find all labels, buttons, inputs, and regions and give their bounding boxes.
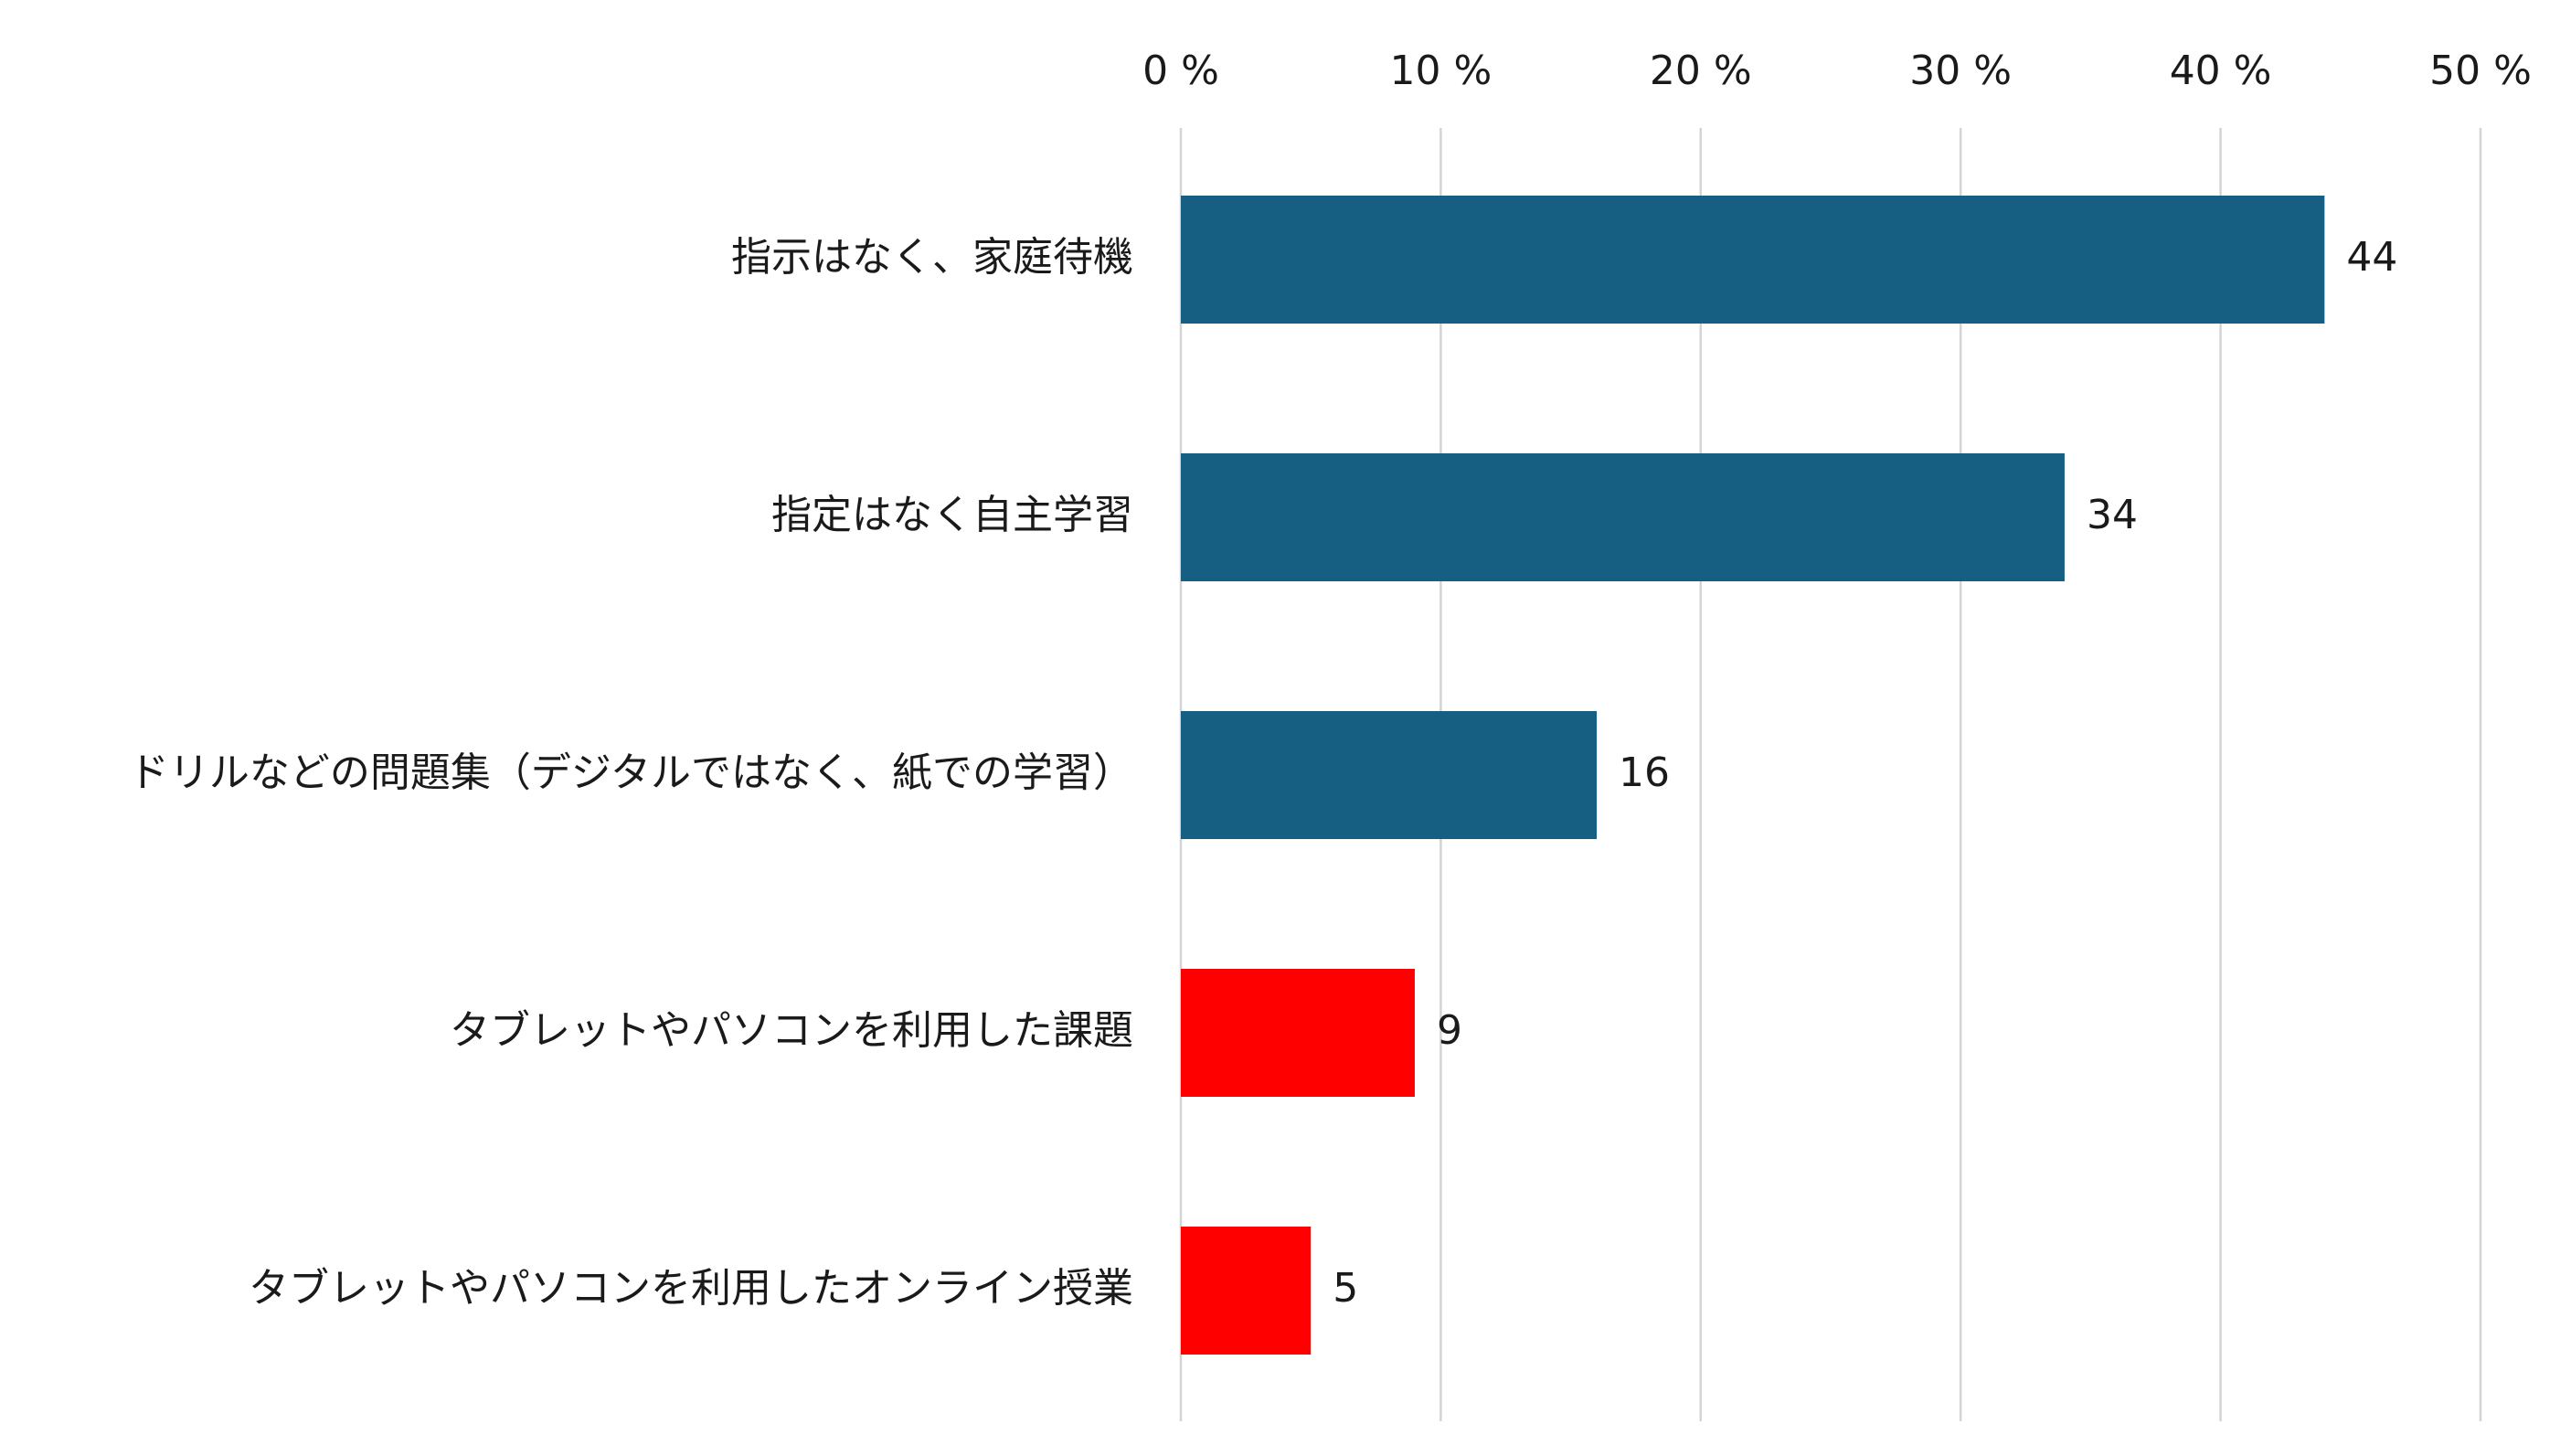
value-label: 16	[1619, 749, 1670, 796]
x-tick-label: 30 %	[1909, 48, 2012, 94]
bar	[1181, 711, 1598, 839]
value-label: 34	[2087, 492, 2138, 538]
category-label: 指示はなく、家庭待機	[731, 234, 1133, 281]
bars	[1181, 196, 2325, 1355]
category-labels: 指示はなく、家庭待機指定はなく自主学習ドリルなどの問題集（デジタルではなく、紙で…	[129, 234, 1133, 1312]
gridlines	[1179, 128, 2482, 1421]
x-axis-tick-labels: 0 % 10 % 20 % 30 % 40 % 50 %	[1142, 48, 2532, 94]
value-labels: 44 34 16 9 5	[1333, 234, 2397, 1312]
x-tick-label: 10 %	[1390, 48, 1492, 94]
x-tick-label: 0 %	[1142, 48, 1219, 94]
bar	[1181, 453, 2065, 581]
x-tick-label: 40 %	[2170, 48, 2272, 94]
bar	[1181, 196, 2325, 324]
category-label: 指定はなく自主学習	[771, 492, 1133, 538]
value-label: 9	[1437, 1007, 1462, 1054]
category-label: タブレットやパソコンを利用した課題	[450, 1007, 1133, 1054]
bar	[1181, 1227, 1312, 1355]
category-label: ドリルなどの問題集（デジタルではなく、紙での学習）	[129, 749, 1133, 796]
category-label: タブレットやパソコンを利用したオンライン授業	[249, 1265, 1133, 1312]
x-tick-label: 50 %	[2429, 48, 2532, 94]
bar	[1181, 969, 1415, 1097]
x-tick-label: 20 %	[1650, 48, 1752, 94]
value-label: 5	[1333, 1265, 1358, 1312]
value-label: 44	[2346, 234, 2397, 281]
